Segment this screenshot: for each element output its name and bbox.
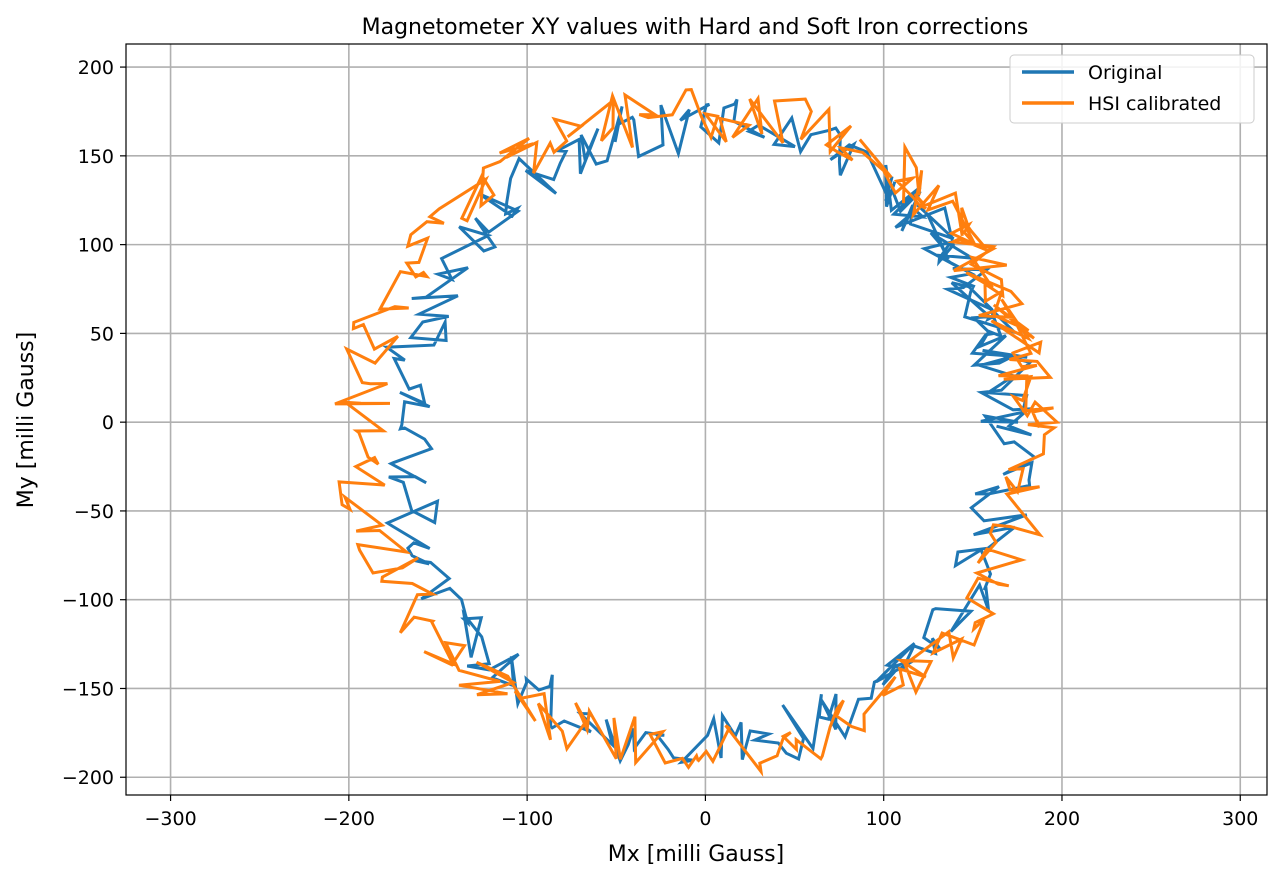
y-tick-label: −150: [62, 678, 114, 700]
y-ticks: −200 −150 −100 −50 0 50 100 150 200: [62, 57, 126, 789]
y-tick-label: −200: [62, 767, 114, 789]
x-tick-label: 300: [1222, 808, 1258, 830]
y-tick-label: 0: [102, 412, 114, 434]
y-axis-label: My [milli Gauss]: [14, 332, 39, 508]
plot-frame: [125, 43, 1268, 796]
x-tick-label: 0: [699, 808, 711, 830]
y-tick-label: 200: [78, 57, 114, 79]
y-tick-label: 100: [78, 235, 114, 257]
legend-label-original: Original: [1088, 62, 1162, 84]
legend: Original HSI calibrated: [1009, 54, 1255, 124]
series-layer: [334, 88, 1061, 777]
series-line-1: [334, 88, 1061, 777]
x-axis-label: Mx [milli Gauss]: [608, 842, 784, 867]
x-tick-label: −300: [144, 808, 196, 830]
x-ticks: −300 −200 −100 0 100 200 300: [144, 795, 1258, 830]
x-tick-label: 100: [866, 808, 902, 830]
grid: [126, 44, 1267, 795]
y-tick-label: 50: [90, 323, 114, 345]
x-tick-label: −100: [501, 808, 553, 830]
legend-label-hsi-calibrated: HSI calibrated: [1088, 93, 1221, 115]
x-tick-label: −200: [323, 808, 375, 830]
y-tick-label: −50: [74, 501, 114, 523]
y-tick-label: −100: [62, 590, 114, 612]
x-tick-label: 200: [1044, 808, 1080, 830]
y-tick-label: 150: [78, 146, 114, 168]
chart-title: Magnetometer XY values with Hard and Sof…: [362, 15, 1029, 40]
